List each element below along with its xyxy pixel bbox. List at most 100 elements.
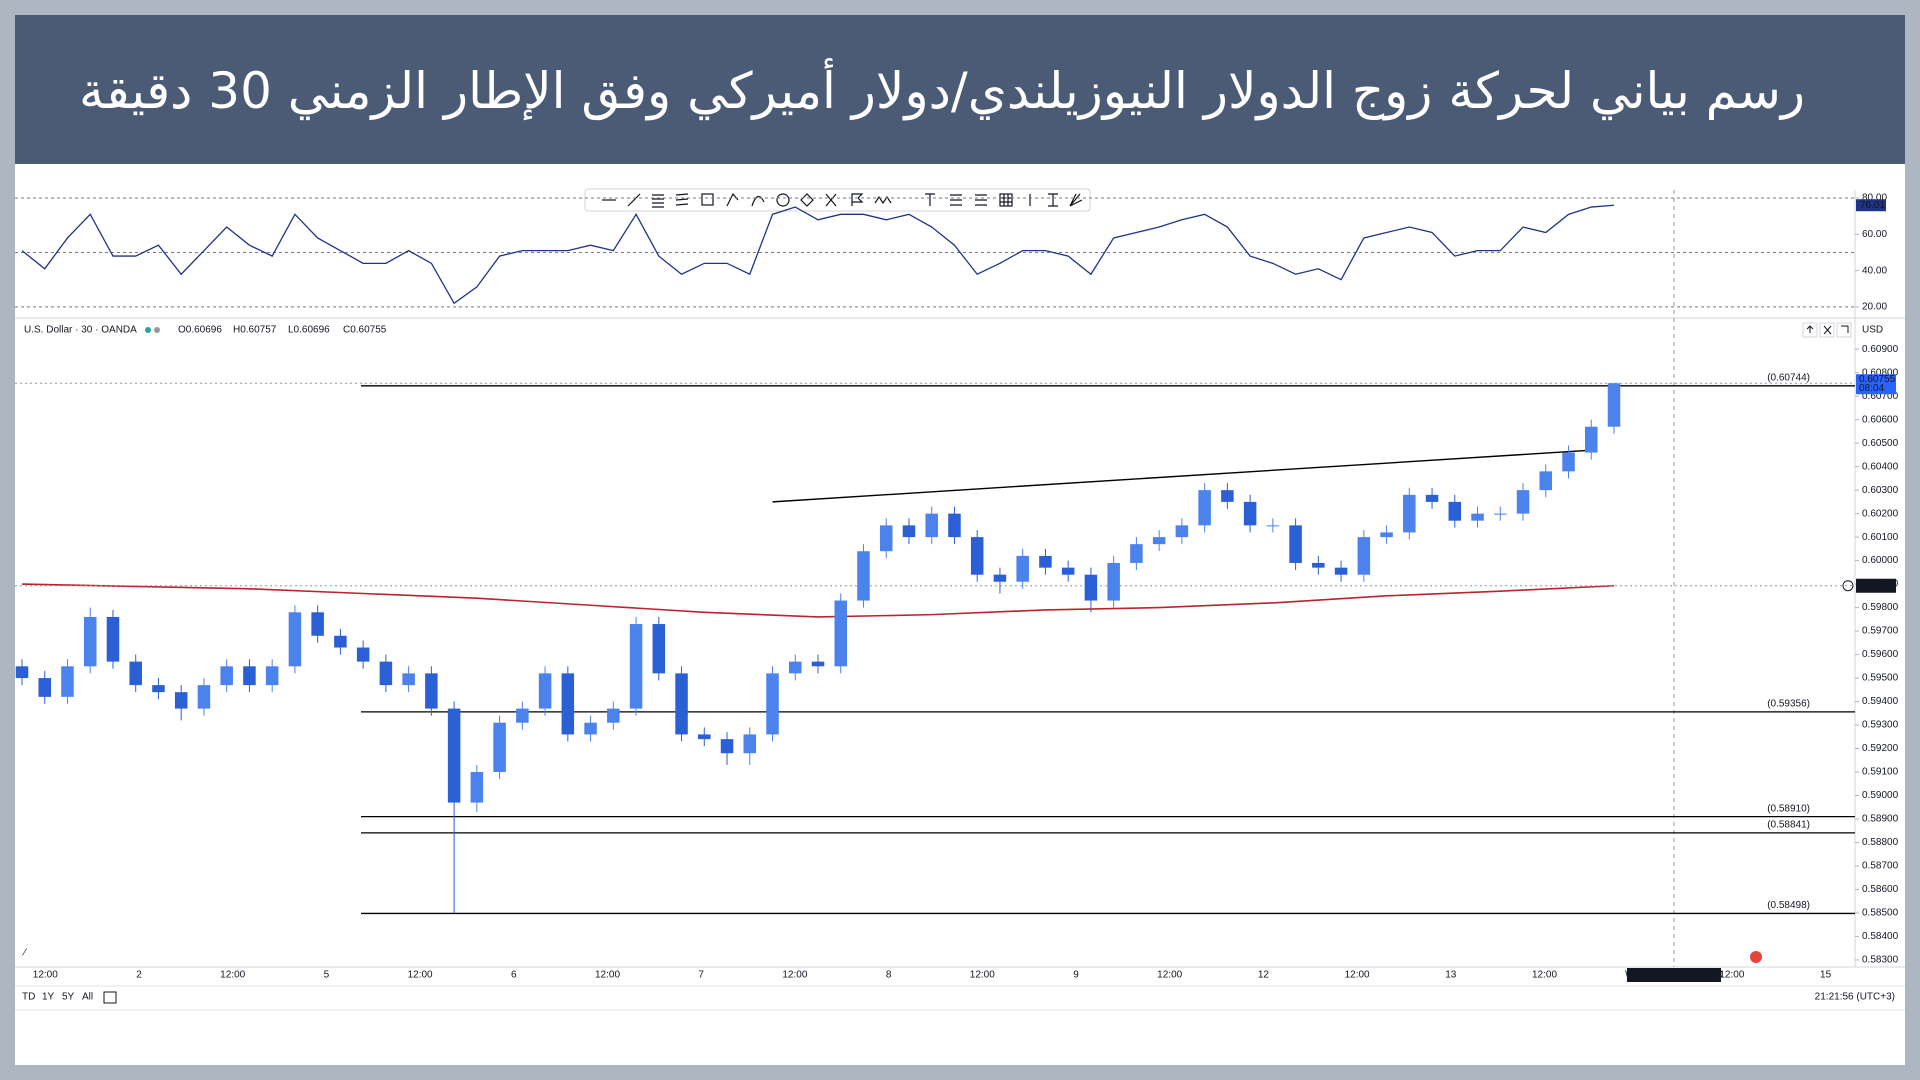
candle-body	[83, 616, 97, 667]
y-tick-label: 0.58400	[1862, 931, 1899, 942]
crosshair-time-box	[1627, 968, 1721, 982]
ohlc-value: H0.60757	[233, 325, 277, 336]
candle-body	[1039, 555, 1052, 568]
y-tick-label: 0.60300	[1862, 485, 1899, 496]
trendline	[772, 449, 1592, 503]
candle-body	[834, 600, 847, 667]
rsi-last-label: 76.01	[1860, 200, 1885, 211]
ohlc-value: L0.60696	[288, 325, 330, 336]
chart-title: رسم بياني لحركة زوج الدولار النيوزيلندي/…	[79, 62, 1805, 120]
x-tick-label: 8	[886, 970, 892, 981]
candle-body	[265, 666, 279, 686]
ohlc-value: O0.60696	[178, 325, 222, 336]
y-tick-label: 0.59400	[1862, 696, 1899, 707]
chart-background	[15, 164, 1905, 1065]
candle-body	[402, 673, 415, 686]
candle-body	[197, 685, 211, 709]
candle-body	[1152, 537, 1166, 545]
candle-body	[1016, 555, 1029, 582]
y-tick-label: 0.59600	[1862, 649, 1899, 660]
range-button[interactable]: 1Y	[42, 992, 55, 1003]
candle-body	[1357, 537, 1371, 575]
candle-body	[1221, 490, 1234, 502]
candle-body	[789, 661, 802, 674]
candle-body	[675, 673, 688, 735]
pane-button[interactable]	[1819, 322, 1835, 338]
rsi-tick-label: 60.00	[1862, 229, 1887, 240]
candle-body	[1334, 567, 1348, 575]
candle-body	[152, 685, 165, 693]
y-tick-label: 0.58600	[1862, 884, 1899, 895]
x-tick-label: 12:00	[1719, 970, 1744, 981]
candle-body	[993, 574, 1007, 582]
candle-body	[1175, 525, 1189, 538]
market-status	[145, 327, 151, 333]
candle-body	[561, 673, 575, 735]
candle-body	[129, 661, 142, 686]
candle-body	[106, 616, 120, 662]
date-range-button[interactable]	[103, 991, 117, 1004]
x-tick-label: 12	[1258, 970, 1270, 981]
candle-body	[538, 673, 552, 709]
candle-body	[174, 692, 188, 709]
last-price-label: 0.60755	[1859, 374, 1896, 385]
range-button[interactable]: 5Y	[62, 992, 75, 1003]
candle-body	[698, 734, 711, 740]
y-tick-label: 0.60800	[1862, 367, 1899, 378]
range-button[interactable]: TD	[22, 992, 35, 1003]
level-label: (0.58498)	[1767, 900, 1810, 911]
candle-body	[1494, 513, 1507, 515]
y-tick-label: 0.59000	[1862, 790, 1899, 801]
candle-body	[1266, 525, 1280, 527]
instrument-legend: U.S. Dollar · 30 · OANDA	[24, 325, 137, 336]
candle-body	[15, 666, 29, 679]
candle-body	[879, 525, 893, 552]
x-tick-label: 6	[511, 970, 517, 981]
x-tick-label: 13	[1445, 970, 1457, 981]
candle-body	[1084, 574, 1098, 601]
market-status	[154, 327, 160, 333]
rsi-tick-label: 40.00	[1862, 265, 1887, 276]
y-tick-label: 0.59800	[1862, 602, 1899, 613]
x-tick-label: 7	[698, 970, 704, 981]
candle-body	[1403, 494, 1416, 533]
y-tick-label: 0.58900	[1862, 814, 1899, 825]
candle-body	[811, 661, 825, 667]
candle-body	[1585, 426, 1598, 453]
level-label: (0.58841)	[1767, 820, 1810, 831]
pane-button[interactable]	[1802, 322, 1818, 338]
currency-label: USD	[1862, 325, 1883, 336]
candle-body	[425, 673, 438, 709]
y-tick-label: 0.60600	[1862, 414, 1899, 425]
candle-body	[925, 513, 938, 538]
ohlc-value: C0.60755	[343, 325, 387, 336]
candle-body	[1198, 490, 1211, 526]
pane-button[interactable]	[1836, 322, 1852, 338]
x-tick-label: 12:00	[782, 970, 807, 981]
pane-buttons[interactable]	[1802, 322, 1852, 338]
x-tick-label: 2	[136, 970, 142, 981]
y-tick-label: 0.59700	[1862, 626, 1899, 637]
y-tick-label: 0.59300	[1862, 720, 1899, 731]
candle-body	[1380, 532, 1393, 538]
y-tick-label: 0.60900	[1862, 344, 1899, 355]
range-button[interactable]: All	[82, 992, 93, 1003]
drawing-toolbar[interactable]	[584, 188, 1091, 212]
level-label: (0.58910)	[1767, 803, 1810, 814]
x-tick-label: 12:00	[1532, 970, 1557, 981]
rsi-tick-label: 20.00	[1862, 302, 1887, 313]
candle-body	[1312, 562, 1325, 568]
crosshair-time-label: Wed 14 Aug '24 05:00	[1625, 970, 1723, 981]
y-tick-label: 0.60500	[1862, 438, 1899, 449]
toolbar-frame	[584, 188, 1091, 212]
candle-body	[38, 678, 51, 697]
candle-body	[948, 513, 961, 538]
alert-icon	[1842, 580, 1854, 592]
x-tick-label: 12:00	[595, 970, 620, 981]
candle-body	[607, 708, 620, 723]
candle-body	[356, 647, 370, 662]
candle-body	[1539, 471, 1553, 491]
candle-body	[243, 666, 256, 686]
